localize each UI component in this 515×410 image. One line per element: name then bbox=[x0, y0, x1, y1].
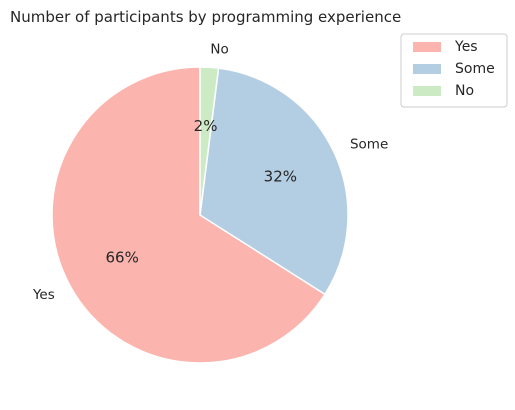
legend-swatch-some bbox=[413, 64, 441, 74]
slice-label-no: No bbox=[210, 42, 228, 58]
legend: Yes Some No bbox=[400, 33, 508, 108]
pie-slice-yes bbox=[51, 66, 326, 364]
legend-label-yes: Yes bbox=[454, 39, 478, 55]
pie-slice-some bbox=[199, 67, 349, 296]
pie-slice-no bbox=[199, 66, 220, 216]
legend-swatch-yes bbox=[413, 42, 441, 52]
legend-swatch-no bbox=[413, 86, 441, 96]
pie-slices bbox=[51, 66, 349, 364]
legend-label-no: No bbox=[455, 83, 474, 99]
legend-label-some: Some bbox=[455, 61, 495, 77]
percent-label-no: 2% bbox=[194, 117, 218, 135]
slice-label-some: Some bbox=[350, 136, 388, 152]
percent-label-yes: 66% bbox=[106, 248, 139, 266]
chart-title: Number of participants by programming ex… bbox=[10, 8, 401, 26]
slice-label-yes: Yes bbox=[32, 287, 55, 303]
percent-label-some: 32% bbox=[264, 168, 297, 186]
pie-labels: Yes 66% Some 32% No 2% bbox=[32, 42, 388, 303]
